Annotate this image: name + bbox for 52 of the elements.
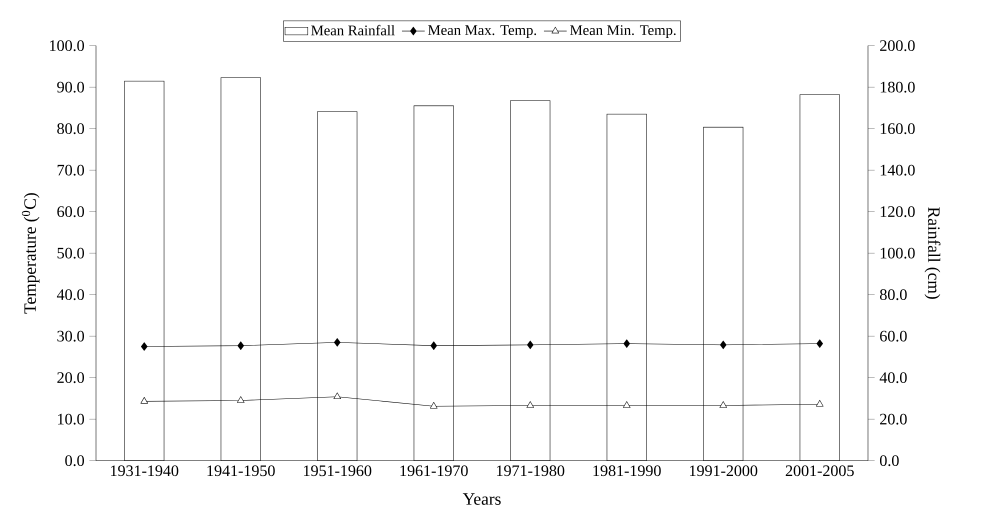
point [816,339,824,348]
y2-tick-label: 140.0 [880,164,915,176]
x-axis-title: Years [462,493,501,505]
y2-tick-label: 20.0 [880,414,907,425]
y2-tick-label: 200.0 [880,40,915,52]
x-tick-label: 1991-2000 [690,465,758,476]
y-tick-label: 30.0 [57,330,84,342]
y-tick-label: 90.0 [57,82,84,93]
y-tick-label: 0.0 [65,455,84,466]
x-tick-label: 1941-1950 [207,465,275,476]
point [140,342,148,351]
y2-tick-label: 60.0 [880,330,907,342]
x-tick-label: 1931-1940 [110,465,178,476]
y-tick-label: 80.0 [57,123,84,134]
point [720,340,727,350]
y-tick-label: 10.0 [58,414,84,425]
point [140,397,148,404]
point [816,400,824,406]
point [430,402,438,409]
y2-tick-label: 100.0 [880,248,915,259]
x-tick-label: 1981-1990 [593,465,661,476]
legend-label: Mean Max. Temp. [428,25,536,38]
point [334,392,341,400]
point [526,340,534,350]
y2-tick-label: 120.0 [880,206,915,218]
y-tick-label: 70.0 [58,164,84,176]
point [623,339,630,348]
point [334,338,341,347]
y-axis-title: Temperature ($^{0}$C) [22,193,40,314]
point [237,341,244,350]
point [526,401,534,408]
y2-tick-label: 0.0 [880,455,899,466]
y2-tick-label: 40.0 [880,372,907,384]
y-tick-label: 20.0 [57,372,84,384]
point [430,341,438,350]
x-tick-label: 1961-1970 [400,465,468,476]
x-tick-label: 1951-1960 [304,465,372,476]
y-tick-label: 60.0 [57,206,84,218]
point [237,396,244,403]
y2-axis-title: Rainfall (cm) [924,207,940,299]
point [623,401,630,408]
y2-tick-label: 80.0 [880,289,907,300]
legend-label: Mean Min. Temp. [570,25,676,38]
legend-label: Mean Rainfall [311,24,395,36]
y-tick-label: 50.0 [58,248,84,259]
y2-tick-label: 160.0 [880,123,915,134]
y-tick-label: 40.0 [56,289,84,300]
point [720,401,727,408]
x-tick-label: 1971-1980 [496,465,564,476]
y-tick-label: 100.0 [50,40,84,52]
x-tick-label: 2001-2005 [786,465,854,476]
y2-tick-label: 180.0 [880,82,915,93]
